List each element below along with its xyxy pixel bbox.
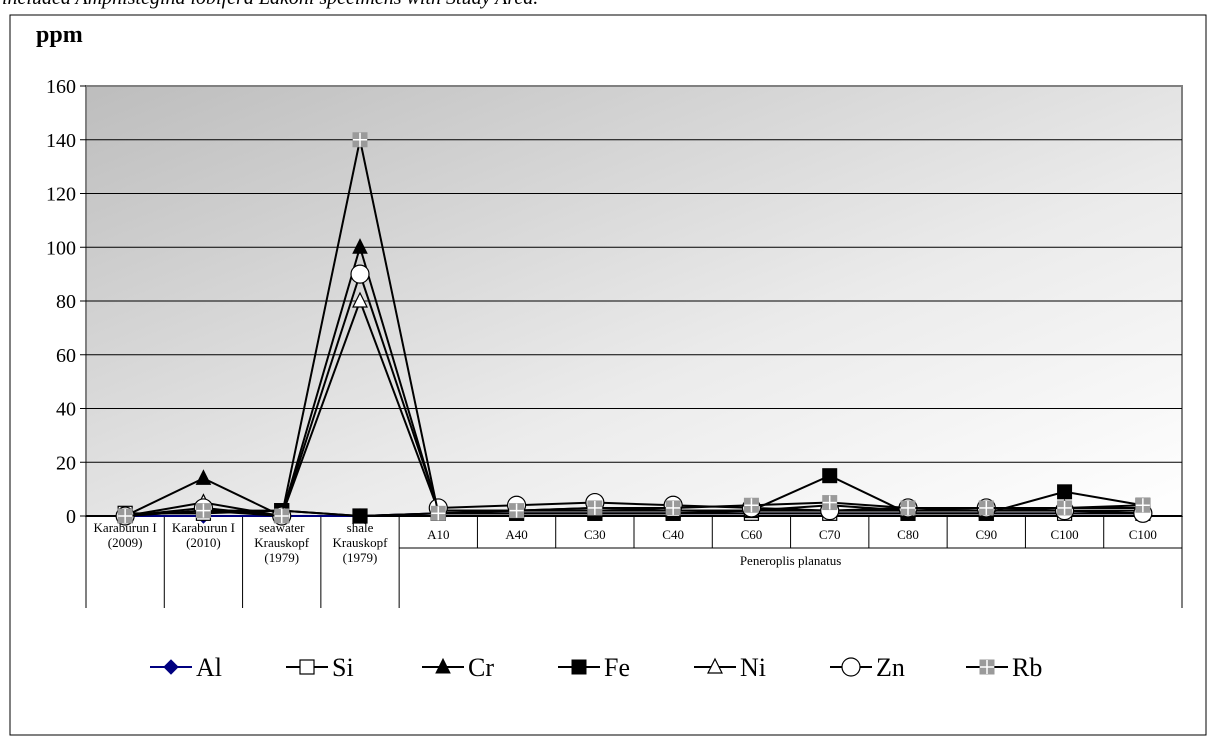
- legend-marker-ni: [707, 657, 723, 674]
- category-label: shale: [347, 520, 374, 535]
- data-point-cr: [352, 238, 368, 254]
- y-tick-label: 20: [56, 452, 76, 474]
- series-line-ni: [124, 298, 1143, 518]
- y-tick-label: 120: [46, 184, 76, 206]
- legend-marker-fe: [571, 659, 587, 675]
- category-label: Krauskopf: [254, 535, 310, 550]
- data-point-rb: [430, 505, 446, 521]
- y-tick-label: 100: [46, 237, 76, 259]
- category-label: C70: [819, 527, 841, 542]
- legend-label: Al: [196, 653, 222, 682]
- legend-marker-cr: [435, 657, 451, 674]
- y-tick-labels: 0 20 40 60 80 100 120 140 160: [46, 76, 76, 528]
- legend-marker-al: [163, 659, 179, 675]
- y-tick-label: 140: [46, 130, 76, 152]
- data-point-rb: [665, 500, 681, 516]
- legend-item-rb: Rb: [966, 653, 1042, 682]
- data-point-cr: [195, 469, 212, 485]
- category-label: seawater: [259, 520, 305, 535]
- category-label: C100: [1050, 527, 1078, 542]
- legend-marker-zn: [841, 657, 861, 677]
- category-axis: Karaburun I(2009)Karaburun I(2010)seawat…: [85, 516, 1183, 608]
- category-label: C80: [897, 527, 919, 542]
- category-label: C60: [741, 527, 763, 542]
- series-line-fe: [125, 474, 1144, 518]
- category-label: C40: [662, 527, 684, 542]
- data-point-rb: [1057, 500, 1073, 516]
- legend-label: Ni: [740, 653, 766, 682]
- legend-marker-rb: [979, 659, 995, 675]
- category-label: (2010): [186, 535, 221, 550]
- legend-item-si: Si: [286, 653, 354, 682]
- top-caption: included Amphistegina lobifera Lakoni sp…: [2, 0, 538, 9]
- data-point-zn: [350, 264, 370, 284]
- legend-item-al: Al: [150, 653, 222, 682]
- series-rb: [117, 132, 1151, 524]
- legend-label: Cr: [468, 653, 494, 682]
- category-label: (2009): [108, 535, 143, 550]
- group-label: Peneroplis planatus: [740, 553, 841, 568]
- series-lines: [115, 132, 1153, 526]
- y-tick-label: 0: [66, 506, 76, 528]
- data-point-rb: [743, 497, 759, 513]
- y-axis-label: ppm: [36, 22, 83, 48]
- data-point-rb: [352, 132, 368, 148]
- legend: Al Si Cr Fe Ni Zn Rb: [150, 653, 1042, 682]
- y-tick-label: 60: [56, 345, 76, 367]
- data-point-fe: [1057, 484, 1073, 500]
- category-label: A10: [427, 527, 449, 542]
- category-label: A40: [505, 527, 527, 542]
- category-label: C100: [1129, 527, 1157, 542]
- legend-label: Rb: [1012, 653, 1042, 682]
- data-point-rb: [822, 495, 838, 511]
- data-point-rb: [274, 508, 290, 524]
- legend-label: Zn: [876, 653, 905, 682]
- category-label: (1979): [264, 550, 299, 565]
- data-point-rb: [978, 500, 994, 516]
- legend-label: Fe: [604, 653, 630, 682]
- legend-item-ni: Ni: [694, 653, 766, 682]
- data-point-rb: [509, 503, 525, 519]
- data-point-rb: [195, 503, 211, 519]
- legend-marker-si: [299, 659, 315, 675]
- category-label: Krauskopf: [333, 535, 389, 550]
- category-label: Karaburun I: [172, 520, 235, 535]
- series-line-rb: [125, 139, 1143, 518]
- data-point-rb: [1135, 497, 1151, 513]
- y-tick-label: 160: [46, 76, 76, 98]
- data-point-fe: [352, 508, 368, 524]
- y-tick-label: 40: [56, 399, 76, 421]
- data-point-rb: [900, 500, 916, 516]
- y-tick-label: 80: [56, 291, 76, 313]
- chart-frame: [9, 14, 1207, 736]
- data-point-rb: [587, 500, 603, 516]
- category-label: C90: [975, 527, 997, 542]
- category-label: C30: [584, 527, 606, 542]
- data-point-ni: [352, 291, 368, 308]
- legend-item-fe: Fe: [558, 653, 630, 682]
- data-point-rb: [117, 508, 133, 524]
- legend-label: Si: [332, 653, 354, 682]
- data-point-fe: [822, 468, 838, 484]
- category-label: (1979): [343, 550, 378, 565]
- legend-item-cr: Cr: [422, 653, 494, 682]
- category-label: Karaburun I: [94, 520, 157, 535]
- legend-item-zn: Zn: [830, 653, 905, 682]
